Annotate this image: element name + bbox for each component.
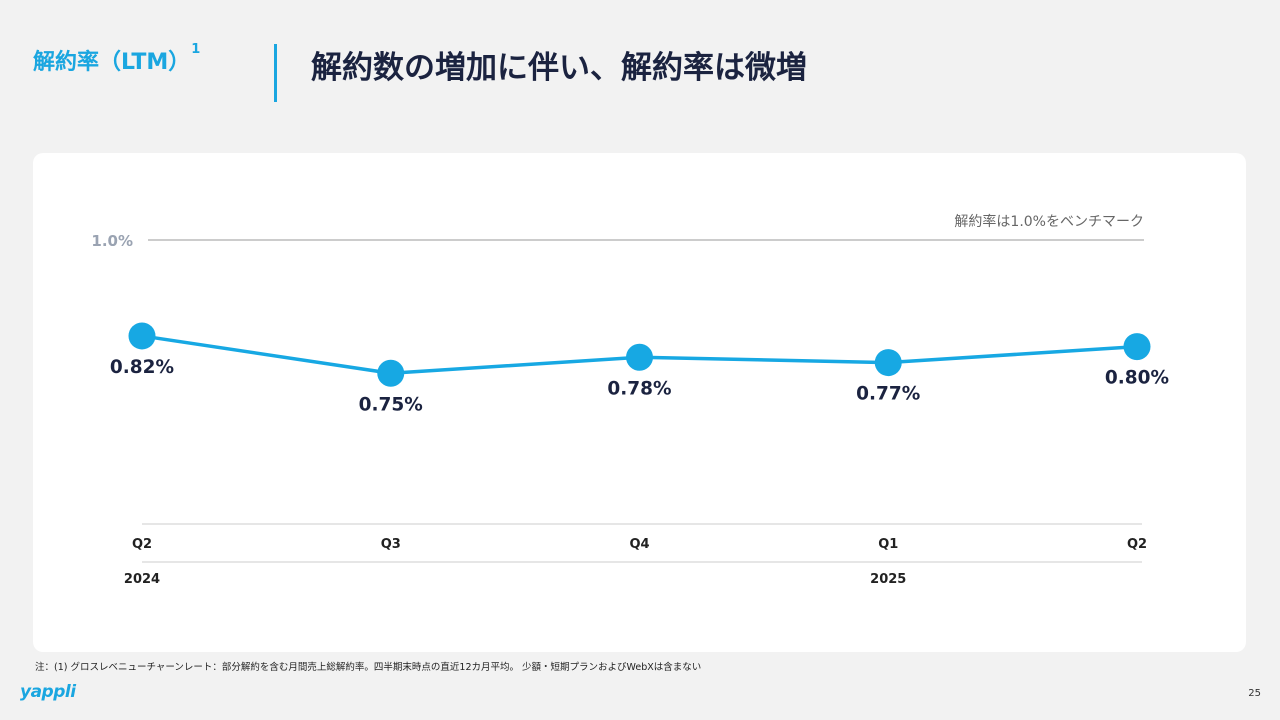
data-label: 0.82% [110,357,174,378]
data-label: 0.80% [1105,368,1169,389]
data-label: 0.78% [607,378,671,399]
data-label: 0.75% [359,394,423,415]
year-label: 2024 [124,572,160,587]
footnote-marker: 1 [191,42,201,57]
chart-card: 1.0% 解約率は1.0%をベンチマーク 0.82% 0.75% 0.78% 0.77% 0… [33,153,1246,652]
title-divider [274,44,277,102]
page-number: 25 [1248,688,1261,699]
x-tick-label: Q3 [381,537,401,552]
section-label-text: 解約率（LTM） [33,50,191,75]
benchmark-note: 解約率は1.0%をベンチマーク [954,213,1144,230]
line-chart: 1.0% 解約率は1.0%をベンチマーク 0.82% 0.75% 0.78% 0.77% 0… [91,213,1169,587]
footnote: 注：(1) グロスレベニューチャーンレート：部分解約を含む月間売上総解約率。四半… [35,662,702,673]
data-point [128,322,156,350]
data-point [1123,333,1151,361]
x-tick-label: Q2 [1127,537,1147,552]
x-tick-label: Q2 [132,537,152,552]
data-point [377,359,405,387]
page-title: 解約数の増加に伴い、解約率は微増 [311,50,807,86]
section-label: 解約率（LTM）1 [33,42,201,76]
data-label: 0.77% [856,384,920,405]
data-point [626,343,653,371]
year-label: 2025 [870,572,906,587]
data-point [874,349,902,377]
brand-logo: yappli [20,682,76,702]
x-tick-label: Q1 [878,537,898,552]
benchmark-tick-label: 1.0% [91,232,133,250]
x-tick-label: Q4 [629,537,649,552]
